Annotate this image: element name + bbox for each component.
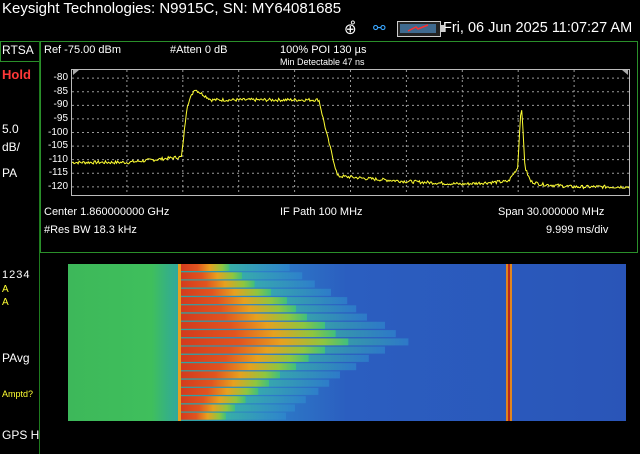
spectrogram-band	[180, 338, 349, 346]
spectrogram-fade	[348, 338, 409, 346]
window-title: Keysight Technologies: N9915C, SN: MY640…	[2, 0, 342, 17]
trace-numbers[interactable]: 1234	[2, 269, 31, 281]
y-tick-label: -105	[47, 140, 68, 152]
avg-mode-label[interactable]: PAvg	[2, 351, 30, 365]
spectrogram-fade	[258, 387, 319, 395]
graph-grid	[72, 70, 629, 195]
spectrogram-fade	[307, 313, 367, 321]
spectrogram-band	[180, 387, 259, 395]
spectrogram-fade	[269, 379, 330, 387]
gps-status: GPS H	[2, 428, 40, 442]
band-edge-line	[178, 264, 181, 421]
min-detectable: Min Detectable 47 ns	[280, 57, 365, 67]
y-tick-label: -90	[53, 99, 68, 111]
trace-state-2: A	[2, 297, 9, 308]
spectrogram-fade	[280, 371, 340, 379]
spectrogram-fade	[242, 272, 303, 280]
spectrogram-fade	[226, 412, 286, 420]
spectrogram-fade	[271, 288, 331, 296]
left-divider	[39, 41, 40, 454]
spectrogram-band	[180, 363, 297, 371]
detector-label[interactable]: PA	[2, 166, 18, 180]
trace-line	[71, 89, 630, 190]
spectrogram-bands	[178, 264, 409, 421]
spectrogram-fade	[245, 396, 306, 404]
spectrogram-band	[180, 272, 243, 280]
spectrogram-band	[180, 313, 307, 321]
battery-icon	[397, 21, 444, 37]
spectrogram-band	[180, 412, 226, 420]
spectrum-graph[interactable]	[71, 69, 630, 196]
hold-state[interactable]: Hold	[2, 67, 31, 82]
spectrogram-band	[180, 305, 297, 313]
spectrogram-band	[180, 297, 288, 305]
trace-state-1: A	[2, 284, 9, 295]
spectrogram-band	[180, 404, 235, 412]
spectrogram-fade	[335, 330, 396, 338]
spectrogram-fade	[254, 280, 315, 288]
spectrogram-fade	[229, 264, 290, 271]
spectrogram-band	[180, 396, 246, 404]
spectrogram-band	[180, 346, 325, 354]
right-marker-icon	[622, 70, 628, 75]
date-time: Fri, 06 Jun 2025 11:07:27 AM	[443, 20, 633, 36]
spectrogram-band	[180, 264, 230, 271]
carrier-line-inner	[508, 264, 510, 421]
spectrogram-fade	[235, 404, 295, 412]
sweep-time: 9.999 ms/div	[546, 224, 609, 236]
spectrogram-band	[180, 354, 309, 362]
mode-label: RTSA	[2, 43, 34, 57]
y-tick-label: -120	[47, 180, 68, 192]
spectrogram-fade	[296, 363, 357, 371]
span[interactable]: Span 30.000000 MHz	[498, 206, 605, 218]
spectrum-panel	[40, 41, 638, 253]
spectrogram-band	[180, 288, 271, 296]
y-tick-label: -115	[48, 167, 68, 179]
spectrogram-band	[180, 371, 280, 379]
title-bar	[0, 0, 640, 40]
y-tick-label: -100	[47, 126, 68, 138]
gps-crosshair-icon[interactable]: ⊕̊	[344, 21, 357, 38]
amptd-prompt[interactable]: Amptd?	[2, 389, 34, 399]
scale-unit: dB/	[2, 140, 21, 154]
spectrogram-fade	[325, 321, 385, 329]
spectrogram-band	[180, 321, 325, 329]
spectrogram-band	[180, 280, 255, 288]
left-marker-icon	[73, 70, 79, 75]
y-tick-label: -80	[53, 72, 68, 84]
y-tick-label: -95	[53, 112, 68, 124]
if-path: IF Path 100 MHz	[280, 206, 363, 218]
center-frequency[interactable]: Center 1.860000000 GHz	[44, 206, 170, 218]
spectrogram-band	[180, 379, 270, 387]
spectrogram-fade	[325, 346, 385, 354]
poi-label: 100% POI 130 µs	[280, 44, 367, 56]
spectrogram-fade	[287, 297, 348, 305]
scale-value[interactable]: 5.0	[2, 122, 19, 136]
y-tick-label: -110	[48, 153, 68, 165]
usb-icon: ⚯	[373, 20, 386, 37]
y-tick-label: -85	[53, 85, 68, 97]
spectrogram-fade	[308, 354, 369, 362]
spectrogram-fade	[296, 305, 357, 313]
ref-level[interactable]: Ref -75.00 dBm	[44, 44, 122, 56]
attenuation[interactable]: #Atten 0 dB	[170, 44, 228, 56]
spectrogram-band	[180, 330, 336, 338]
res-bandwidth[interactable]: #Res BW 18.3 kHz	[44, 224, 137, 236]
spectrogram-display[interactable]	[68, 264, 626, 421]
